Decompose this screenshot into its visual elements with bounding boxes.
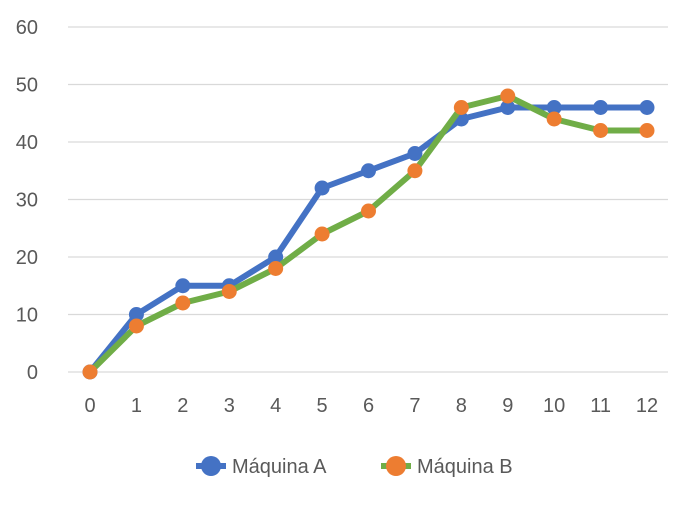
series-1-point <box>128 307 144 322</box>
y-tick-label: 20 <box>16 247 38 269</box>
series-2-point <box>453 100 469 115</box>
x-tick-label: 8 <box>456 395 467 417</box>
legend-item: Máquina B <box>381 456 513 478</box>
x-tick-label: 3 <box>224 395 235 417</box>
series-2-point <box>500 88 516 104</box>
y-tick-label: 30 <box>16 190 38 212</box>
legend-label: Máquina A <box>232 456 327 478</box>
x-tick-label: 10 <box>543 395 565 417</box>
y-tick-label: 0 <box>27 362 38 384</box>
series-2-point <box>128 318 144 334</box>
legend: Máquina A Máquina B <box>196 456 513 478</box>
series-2-point <box>639 123 655 138</box>
series-1-point <box>361 163 376 179</box>
gridlines <box>68 26 668 373</box>
series-1-point <box>407 146 423 161</box>
legend-label: Máquina B <box>417 456 513 478</box>
x-tick-label: 11 <box>590 395 611 417</box>
y-tick-label: 40 <box>16 132 38 154</box>
series-1-point <box>593 100 609 115</box>
x-tick-label: 0 <box>84 395 95 417</box>
series-2 <box>82 88 655 380</box>
series-2-point <box>407 163 423 179</box>
series-1-point <box>500 100 516 115</box>
x-tick-label: 6 <box>363 395 374 417</box>
x-tick-label: 7 <box>409 395 420 417</box>
y-axis-ticks: 0 10 20 30 40 50 60 <box>16 17 38 384</box>
x-tick-label: 9 <box>502 395 513 417</box>
series-2-point <box>593 123 609 138</box>
series-2-point <box>546 111 562 127</box>
series-1-point <box>639 100 655 115</box>
x-tick-label: 4 <box>270 395 281 417</box>
x-tick-label: 5 <box>317 395 328 417</box>
legend-marker-swatch <box>201 456 221 476</box>
series-1 <box>82 100 655 380</box>
series-1-point <box>175 278 191 294</box>
series-2-point <box>82 364 98 380</box>
series-2-point <box>268 261 284 276</box>
series-1-line <box>87 104 650 375</box>
x-axis-ticks: 0 1 2 3 4 5 6 7 8 9 10 11 12 <box>84 395 658 417</box>
series-2-point <box>361 203 376 219</box>
series-1-point <box>314 180 330 196</box>
y-tick-label: 50 <box>16 75 38 97</box>
legend-item: Máquina A <box>196 456 327 478</box>
legend-marker-swatch <box>386 456 406 476</box>
series-lines <box>82 88 655 380</box>
series-2-line <box>87 93 650 375</box>
series-1-point <box>268 249 284 265</box>
series-2-point <box>175 295 191 311</box>
x-tick-label: 1 <box>131 395 142 417</box>
series-2-point <box>221 284 237 299</box>
x-tick-label: 2 <box>177 395 188 417</box>
x-tick-label: 12 <box>636 395 658 417</box>
series-1-point <box>546 100 562 115</box>
y-tick-label: 10 <box>16 305 38 327</box>
y-tick-label: 60 <box>16 17 38 39</box>
series-2-point <box>314 226 330 242</box>
